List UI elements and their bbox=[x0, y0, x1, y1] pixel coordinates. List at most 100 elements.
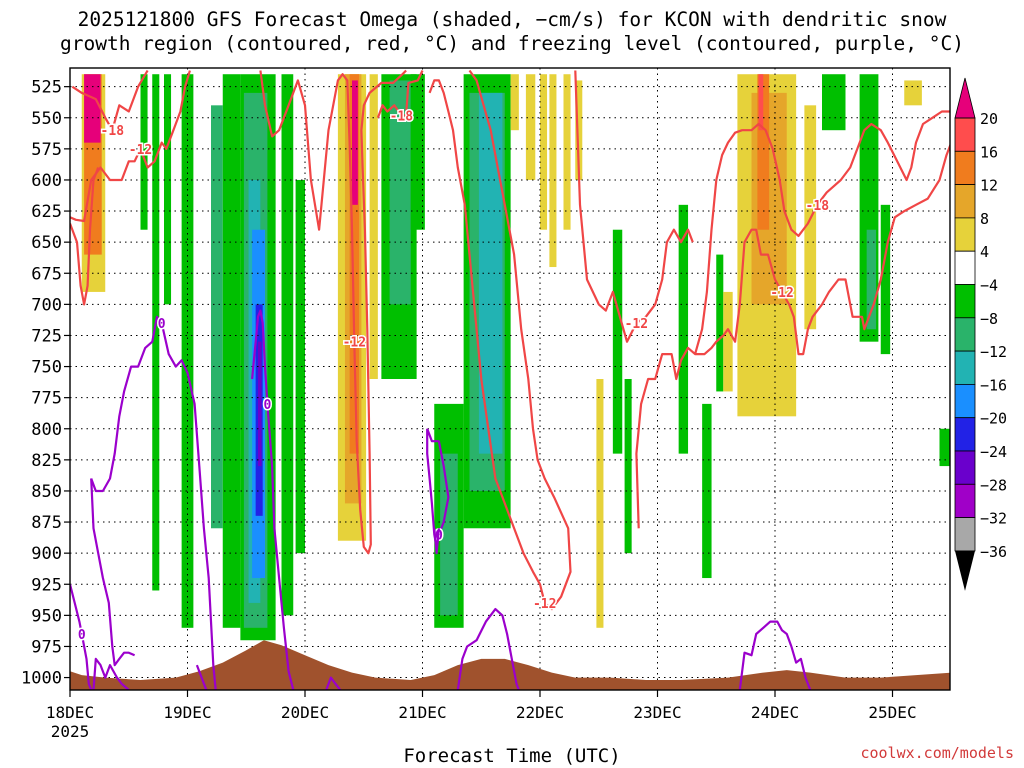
freezing-contour-line bbox=[456, 607, 520, 690]
omega-band bbox=[211, 105, 223, 529]
y-tick-label: 925 bbox=[31, 575, 62, 595]
y-tick-label: 550 bbox=[31, 109, 62, 129]
colorbar-bottom-arrow bbox=[955, 550, 975, 591]
dendritic-contour-label: -12 bbox=[533, 597, 556, 612]
omega-band bbox=[549, 74, 557, 268]
freezing-contour-line bbox=[251, 309, 295, 690]
y-tick-label: 575 bbox=[31, 140, 62, 160]
dendritic-contour-label: -12 bbox=[343, 336, 366, 351]
colorbar-label: −32 bbox=[980, 510, 1007, 528]
y-tick-label: 675 bbox=[31, 264, 62, 284]
y-tick-label: 825 bbox=[31, 451, 62, 471]
freezing-contour-line bbox=[90, 478, 136, 667]
y-tick-label: 1000 bbox=[21, 669, 62, 689]
omega-band bbox=[349, 74, 360, 454]
dendritic-contour-line bbox=[694, 110, 950, 355]
y-tick-label: 700 bbox=[31, 295, 62, 315]
colorbar-label: −24 bbox=[980, 443, 1007, 461]
chart-title-line-2: growth region (contoured, red, °C) and f… bbox=[60, 32, 964, 55]
colorbar-label: −36 bbox=[980, 543, 1007, 561]
dendritic-contour-line bbox=[574, 70, 694, 343]
colorbar-bin bbox=[954, 350, 976, 385]
omega-band bbox=[140, 74, 148, 230]
y-tick-label: 875 bbox=[31, 513, 62, 533]
x-tick-label: 23DEC bbox=[633, 703, 681, 722]
colorbar-bin bbox=[954, 217, 976, 252]
freezing-contour-line bbox=[92, 657, 130, 690]
omega-band bbox=[866, 229, 877, 330]
omega-band bbox=[164, 74, 172, 305]
omega-band bbox=[440, 453, 458, 616]
omega-band bbox=[84, 74, 101, 143]
dendritic-contour-line bbox=[70, 167, 100, 306]
dendritic-contour-line bbox=[71, 69, 149, 132]
colorbar-bin bbox=[954, 517, 976, 552]
omega-band bbox=[678, 204, 689, 454]
plot-frame bbox=[69, 67, 951, 691]
y-tick-label: 850 bbox=[31, 482, 62, 502]
y-tick-label: 800 bbox=[31, 420, 62, 440]
y-tick-label: 975 bbox=[31, 637, 62, 657]
dendritic-contour-label: -18 bbox=[806, 199, 830, 214]
dendritic-contour-line bbox=[635, 142, 950, 529]
freezing-contour-line bbox=[738, 620, 812, 690]
colorbar-label: −16 bbox=[980, 376, 1007, 394]
omega-band bbox=[352, 80, 358, 205]
omega-band bbox=[757, 74, 770, 230]
freezing-contour-line bbox=[90, 315, 217, 690]
y-tick-label: 750 bbox=[31, 358, 62, 378]
y-tick-label: 725 bbox=[31, 326, 62, 346]
x-axis: 18DEC 19DEC 20DEC 21DEC 22DEC 23DEC 24DEC 25DEC… bbox=[46, 690, 917, 741]
omega-band bbox=[389, 80, 411, 305]
omega-band bbox=[525, 74, 536, 180]
dendritic-contour-label: -12 bbox=[625, 317, 648, 332]
freezing-contour-label: 0 bbox=[78, 628, 86, 643]
credit-text: coolwx.com/models bbox=[860, 744, 1014, 762]
x-tick-label: 18DEC bbox=[46, 703, 94, 722]
y-axis: 525 550 575 600 625 650 675 700 725 750 775 800 825 8… bbox=[21, 78, 70, 689]
x-tick-label: 22DEC bbox=[516, 703, 564, 722]
omega-band bbox=[410, 74, 425, 230]
omega-band bbox=[152, 74, 160, 591]
chart-title-line-1: 2025121800 GFS Forecast Omega (shaded, −… bbox=[77, 8, 947, 31]
y-tick-label: 950 bbox=[31, 606, 62, 626]
dendritic-contour-line bbox=[70, 70, 191, 223]
x-tick-year: 2025 bbox=[51, 722, 90, 741]
dendritic-contour-label: -18 bbox=[101, 124, 125, 139]
freezing-contour-line bbox=[70, 584, 93, 690]
omega-band bbox=[758, 74, 764, 131]
omega-band bbox=[563, 74, 571, 230]
x-tick-label: 25DEC bbox=[868, 703, 916, 722]
colorbar-top-arrow bbox=[955, 78, 975, 118]
colorbar-bin bbox=[954, 383, 976, 419]
colorbar-bin bbox=[954, 417, 976, 452]
omega-band bbox=[510, 74, 519, 131]
y-tick-label: 525 bbox=[31, 78, 62, 98]
omega-band bbox=[702, 403, 712, 579]
colorbar-bin bbox=[954, 483, 976, 518]
y-tick-label: 775 bbox=[31, 389, 62, 409]
omega-band bbox=[612, 229, 623, 454]
omega-band bbox=[258, 341, 262, 467]
omega-band bbox=[369, 74, 378, 379]
omega-band bbox=[575, 80, 583, 180]
omega-band bbox=[624, 379, 632, 554]
freezing-contour-label: 0 bbox=[158, 317, 166, 332]
colorbar-label: −12 bbox=[980, 343, 1007, 361]
colorbar-bin bbox=[954, 284, 976, 319]
colorbar-label: 4 bbox=[980, 243, 989, 261]
colorbar-bin bbox=[954, 150, 976, 186]
omega-band bbox=[478, 92, 503, 454]
dendritic-contour-line bbox=[428, 69, 572, 611]
omega-band bbox=[596, 379, 604, 628]
colorbar-bin bbox=[954, 317, 976, 352]
omega-shading bbox=[81, 74, 950, 641]
dendritic-contour-label: -12 bbox=[770, 286, 793, 301]
colorbar-label: 12 bbox=[980, 177, 998, 195]
dendritic-contour-line bbox=[376, 70, 424, 119]
dendritic-contour-label: -18 bbox=[390, 109, 414, 124]
colorbar-label: 8 bbox=[980, 210, 989, 228]
colorbar-label: −28 bbox=[980, 476, 1007, 494]
colorbar-bin bbox=[954, 250, 976, 285]
